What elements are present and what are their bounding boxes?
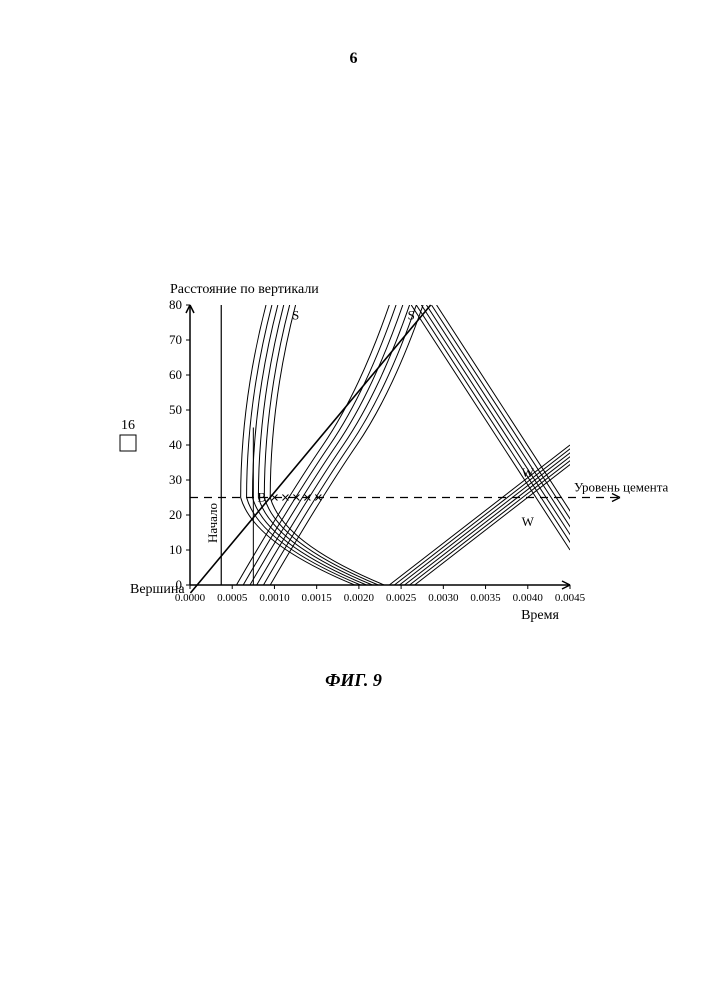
- xtick-label: 0.0030: [428, 592, 459, 604]
- ytick-label: 30: [169, 472, 182, 487]
- series-label: S: [292, 308, 299, 323]
- box-16-icon: [120, 435, 136, 451]
- ytick-label: 20: [169, 507, 182, 522]
- xtick-label: 0.0035: [470, 592, 501, 604]
- chart-container: 010203040506070800.00000.00050.00100.001…: [100, 280, 660, 700]
- xtick-label: 0.0005: [217, 592, 248, 604]
- ytick-label: 10: [169, 542, 182, 557]
- xtick-label: 0.0025: [386, 592, 417, 604]
- ytick-label: 50: [169, 402, 182, 417]
- xtick-label: 0.0015: [302, 592, 333, 604]
- nachalo-label: Начало: [205, 503, 220, 543]
- y-axis-title: Расстояние по вертикали: [170, 282, 319, 297]
- box-16-label: 16: [121, 418, 135, 433]
- series-label: S: [408, 308, 415, 323]
- xtick-label: 0.0045: [555, 592, 586, 604]
- xtick-label: 0.0020: [344, 592, 375, 604]
- series-label: W: [522, 514, 535, 529]
- xtick-label: 0.0040: [513, 592, 544, 604]
- vertex-label: Вершина: [130, 582, 185, 597]
- page-number: 6: [0, 50, 707, 68]
- series-label: B: [257, 490, 266, 505]
- ytick-label: 80: [169, 297, 182, 312]
- series-label: W: [522, 465, 535, 480]
- ytick-label: 70: [169, 332, 182, 347]
- xtick-label: 0.0010: [259, 592, 290, 604]
- figure-caption: ФИГ. 9: [0, 670, 707, 691]
- ytick-label: 60: [169, 367, 182, 382]
- ytick-label: 40: [169, 437, 182, 452]
- x-axis-label: Время: [521, 608, 559, 623]
- cement-level-label: Уровень цемента: [574, 480, 669, 495]
- chart-svg: 010203040506070800.00000.00050.00100.001…: [100, 280, 660, 660]
